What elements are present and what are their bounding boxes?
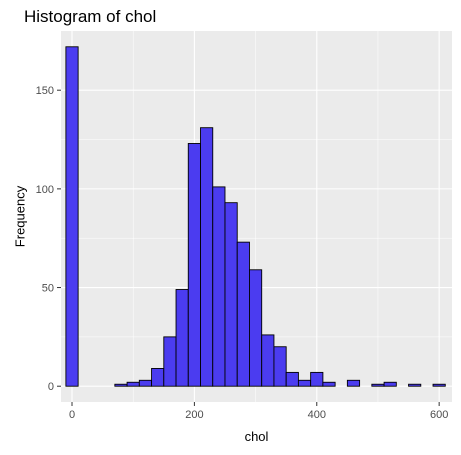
histogram-bar <box>297 379 312 387</box>
y-tick-label: 50 <box>42 283 54 295</box>
histogram-bar <box>175 289 189 387</box>
histogram-bar <box>187 143 201 387</box>
x-tick-label: 200 <box>185 409 203 421</box>
histogram-bar <box>114 383 128 387</box>
histogram-bar <box>212 186 226 387</box>
histogram-bar <box>138 379 153 387</box>
histogram-bar <box>151 368 165 387</box>
histogram-bar <box>310 371 324 387</box>
bars-layer <box>65 46 446 387</box>
histogram-bar <box>126 381 140 387</box>
histogram-bar <box>261 334 275 387</box>
histogram-bar <box>236 241 250 387</box>
x-tick-label: 400 <box>308 409 326 421</box>
axes-layer: 0 200 400 600 0 50 100 150 <box>36 85 449 421</box>
histogram-bar <box>224 202 238 387</box>
histogram-bar <box>432 383 446 387</box>
x-axis-title: chol <box>245 429 269 444</box>
histogram-bar <box>285 371 299 387</box>
histogram-bar <box>273 346 287 387</box>
y-tick-label: 0 <box>48 381 54 393</box>
histogram-bar <box>249 269 263 387</box>
histogram-bar <box>200 127 214 387</box>
histogram-bar <box>346 379 361 387</box>
histogram-bar <box>322 381 336 387</box>
histogram-bar <box>408 383 422 387</box>
y-tick-label: 150 <box>36 85 54 97</box>
histogram-bar <box>65 46 79 387</box>
x-tick-label: 600 <box>430 409 448 421</box>
histogram-bar <box>383 381 397 387</box>
chart-title: Histogram of chol <box>24 7 156 26</box>
y-tick-label: 100 <box>36 184 54 196</box>
histogram-bar <box>163 336 177 387</box>
x-tick-label: 0 <box>69 409 75 421</box>
histogram-bar <box>371 383 385 387</box>
y-axis-title: Frequency <box>13 185 28 247</box>
